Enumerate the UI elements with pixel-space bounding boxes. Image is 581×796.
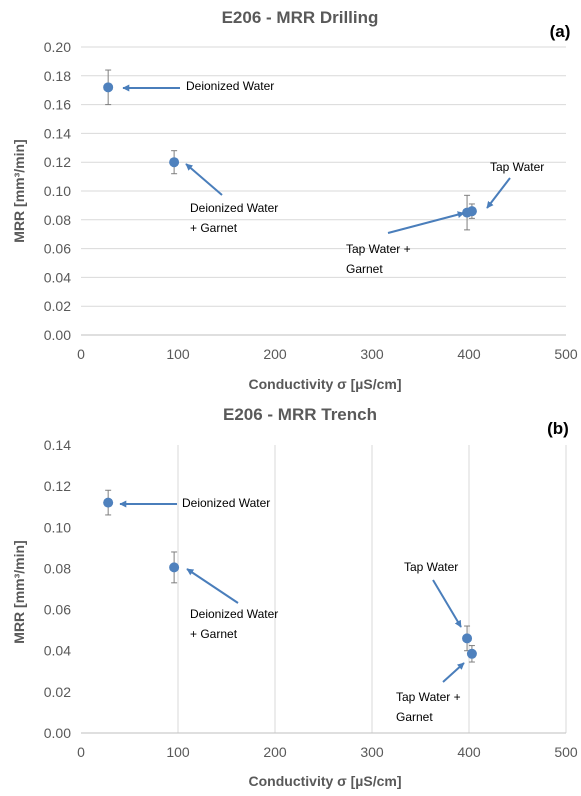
x-axis-label: Conductivity σ [µS/cm] <box>249 773 402 789</box>
y-tick-label: 0.12 <box>44 154 71 170</box>
annotation-arrow <box>185 163 223 196</box>
y-tick-label: 0.20 <box>44 39 71 55</box>
y-tick-labels: 0.00 0.02 0.04 0.06 0.08 0.10 0.12 0.14 <box>44 437 71 741</box>
data-point <box>169 562 180 573</box>
annotation-label: Tap Water + Garnet <box>396 690 461 724</box>
data-points <box>103 497 477 659</box>
annotation-arrows <box>119 500 465 683</box>
y-tick-label: 0.08 <box>44 560 71 576</box>
panel-label: (b) <box>547 419 569 438</box>
annotation-line: Deionized Water <box>186 79 274 93</box>
error-bars <box>105 489 475 663</box>
x-tick-label: 500 <box>554 744 578 760</box>
data-point <box>466 206 477 217</box>
y-tick-label: 0.12 <box>44 478 71 494</box>
annotation-line: Tap Water <box>490 160 544 174</box>
y-axis-label: MRR [mm³/min] <box>11 540 27 643</box>
chart-title: E206 - MRR Drilling <box>222 8 379 27</box>
x-tick-labels: 0 100 200 300 400 500 <box>77 346 578 362</box>
x-tick-label: 300 <box>360 744 384 760</box>
chart-panel-trench: E206 - MRR Trench (b) MRR [mm³/min] Cond… <box>11 405 578 789</box>
x-tick-label: 300 <box>360 346 384 362</box>
annotation-label: Deionized Water <box>186 79 274 93</box>
annotation-label: Deionized Water + Garnet <box>190 201 278 235</box>
data-point <box>462 633 473 644</box>
y-tick-label: 0.10 <box>44 519 71 535</box>
chart-title: E206 - MRR Trench <box>223 405 377 424</box>
annotation-arrows <box>122 84 511 234</box>
annotation-line: Tap Water + <box>396 690 461 704</box>
x-tick-label: 200 <box>263 346 287 362</box>
annotation-line: + Garnet <box>190 627 238 641</box>
y-axis-label: MRR [mm³/min] <box>11 139 27 242</box>
y-tick-label: 0.04 <box>44 269 71 285</box>
y-tick-label: 0.06 <box>44 241 71 257</box>
y-tick-label: 0.00 <box>44 725 71 741</box>
annotations: Deionized Water Deionized Water + Garnet Ta… <box>182 496 461 724</box>
x-tick-label: 100 <box>166 346 190 362</box>
error-bars <box>105 69 475 231</box>
y-tick-label: 0.02 <box>44 298 71 314</box>
data-point <box>466 648 477 659</box>
y-tick-label: 0.08 <box>44 212 71 228</box>
y-tick-label: 0.10 <box>44 183 71 199</box>
data-point <box>169 157 180 168</box>
y-tick-label: 0.06 <box>44 602 71 618</box>
y-tick-label: 0.16 <box>44 97 71 113</box>
x-tick-label: 400 <box>457 346 481 362</box>
annotation-arrow <box>442 662 465 683</box>
annotation-line: Tap Water + <box>346 242 411 256</box>
annotation-line: Garnet <box>346 262 383 276</box>
data-point <box>103 497 114 508</box>
annotation-arrow <box>387 211 465 234</box>
annotation-line: Deionized Water <box>182 496 270 510</box>
chart-panel-drilling: E206 - MRR Drilling (a) MRR [mm³/min] Co… <box>11 8 578 392</box>
x-tick-label: 0 <box>77 346 85 362</box>
y-tick-label: 0.04 <box>44 643 71 659</box>
annotation-arrow <box>186 568 239 604</box>
annotation-line: Garnet <box>396 710 433 724</box>
annotation-arrow <box>486 177 511 209</box>
x-tick-labels: 0 100 200 300 400 500 <box>77 744 578 760</box>
annotation-line: Deionized Water <box>190 201 278 215</box>
y-tick-label: 0.18 <box>44 68 71 84</box>
y-tick-label: 0.14 <box>44 125 71 141</box>
gridlines <box>81 46 566 307</box>
x-tick-label: 500 <box>554 346 578 362</box>
y-tick-label: 0.02 <box>44 684 71 700</box>
y-tick-label: 0.14 <box>44 437 71 453</box>
y-tick-label: 0.00 <box>44 327 71 343</box>
annotation-label: Tap Water <box>404 560 458 574</box>
x-tick-label: 200 <box>263 744 287 760</box>
annotation-label: Deionized Water <box>182 496 270 510</box>
gridlines <box>177 445 567 733</box>
y-tick-labels: 0.00 0.02 0.04 0.06 0.08 0.10 0.12 0.14 0.16 0.18… <box>44 39 71 343</box>
data-point <box>103 82 114 93</box>
data-points <box>103 82 477 218</box>
annotation-label: Deionized Water + Garnet <box>190 607 278 641</box>
annotations: Deionized Water Deionized Water + Garnet Ta… <box>186 79 544 276</box>
x-axis-label: Conductivity σ [µS/cm] <box>249 376 402 392</box>
annotation-line: + Garnet <box>190 221 238 235</box>
x-tick-label: 400 <box>457 744 481 760</box>
panel-label: (a) <box>550 22 571 41</box>
x-tick-label: 0 <box>77 744 85 760</box>
annotation-line: Deionized Water <box>190 607 278 621</box>
annotation-arrow <box>432 579 462 628</box>
annotation-line: Tap Water <box>404 560 458 574</box>
x-tick-label: 100 <box>166 744 190 760</box>
annotation-label: Tap Water <box>490 160 544 174</box>
annotation-label: Tap Water + Garnet <box>346 242 411 276</box>
